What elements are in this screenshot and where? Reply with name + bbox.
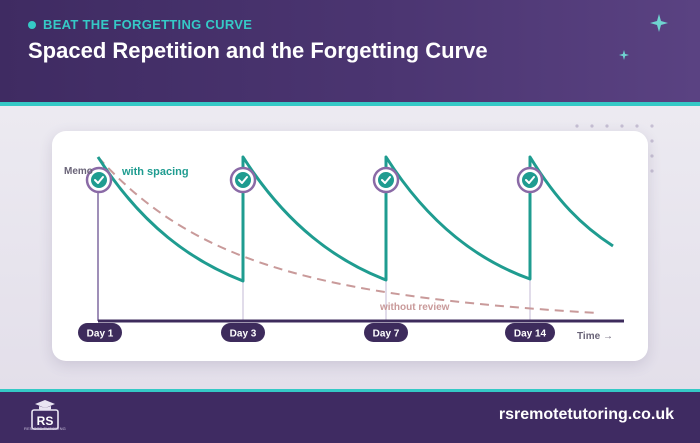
day-label: Day 3 [230, 329, 257, 340]
eyebrow: BEAT THE FORGETTING CURVE [28, 17, 252, 32]
check-circle-icon [85, 166, 113, 194]
day-7-pill: Day 7 [364, 323, 408, 342]
day-label: Day 7 [373, 329, 400, 340]
check-circle-icon [516, 166, 544, 194]
footer-bar: RS REMOTE TUTORING rsremotetutoring.co.u… [0, 392, 700, 443]
y-axis-label: Memo [64, 166, 93, 177]
diagram-card: Memo with spacing without review Time → … [52, 131, 648, 361]
bullet-dot-icon [28, 20, 36, 29]
forgetting-curve-diagram: Memo with spacing without review Time → … [64, 155, 624, 342]
day-label: Day 1 [87, 329, 114, 340]
brand-logo: RS [31, 400, 59, 430]
without-review-curve [97, 156, 598, 314]
logo-tagline: REMOTE TUTORING [24, 426, 66, 431]
day-3-pill: Day 3 [221, 323, 265, 342]
check-circle-icon [372, 166, 400, 194]
website-url: rsremotetutoring.co.uk [498, 406, 674, 423]
header-divider [0, 102, 700, 106]
dot-pattern-decoration [575, 124, 654, 173]
sparkle-icon [619, 50, 629, 60]
footer-divider [0, 389, 700, 392]
check-circle-icon [229, 166, 257, 194]
day-14-pill: Day 14 [505, 323, 555, 342]
without-review-label: without review [379, 302, 450, 313]
graduation-cap-icon [35, 400, 55, 411]
day-label: Day 14 [514, 329, 547, 340]
sparkle-icon [650, 14, 668, 32]
day-1-pill: Day 1 [78, 323, 122, 342]
x-axis-label: Time → [577, 331, 613, 342]
header-banner: BEAT THE FORGETTING CURVE Spaced Repetit… [0, 0, 700, 102]
logo-text: RS [37, 414, 54, 428]
page-title: Spaced Repetition and the Forgetting Cur… [28, 38, 488, 63]
with-spacing-label: with spacing [121, 166, 189, 178]
eyebrow-text: BEAT THE FORGETTING CURVE [43, 17, 253, 32]
